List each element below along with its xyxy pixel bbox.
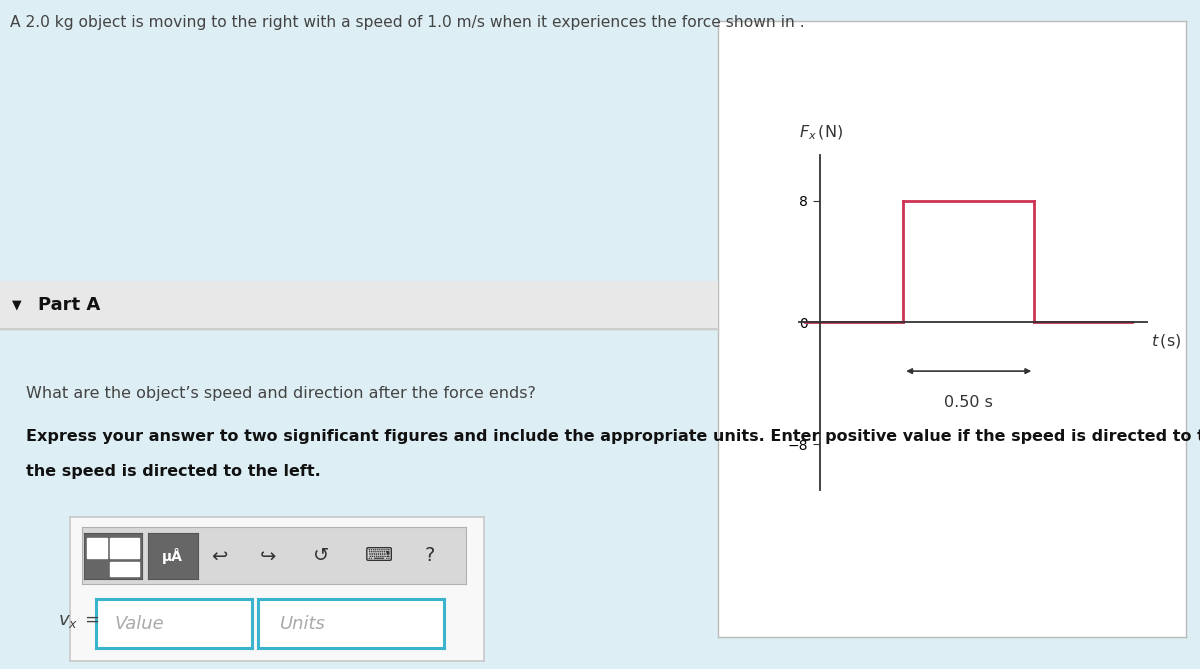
Text: ↺: ↺ — [313, 547, 330, 565]
Text: $v_x\;=$: $v_x\;=$ — [58, 612, 100, 630]
Text: 0.50 s: 0.50 s — [944, 395, 994, 411]
Text: ↪: ↪ — [259, 547, 276, 565]
Text: Express your answer to two significant figures and include the appropriate units: Express your answer to two significant f… — [26, 429, 1200, 444]
Bar — [86, 538, 107, 558]
Text: Value: Value — [115, 615, 164, 632]
Text: What are the object’s speed and direction after the force ends?: What are the object’s speed and directio… — [26, 386, 536, 401]
Text: A 2.0 kg object is moving to the right with a speed of 1.0 m/s when it experienc: A 2.0 kg object is moving to the right w… — [10, 15, 804, 29]
Text: Units: Units — [281, 615, 326, 632]
Text: the speed is directed to the left.: the speed is directed to the left. — [26, 464, 322, 479]
Text: μÅ: μÅ — [162, 548, 184, 564]
Bar — [110, 562, 139, 577]
Text: $F_x\,\mathrm{(N)}$: $F_x\,\mathrm{(N)}$ — [799, 123, 844, 142]
Text: ⌨: ⌨ — [365, 547, 394, 565]
Text: ▼: ▼ — [12, 298, 22, 312]
Text: Part A: Part A — [38, 296, 101, 314]
Text: ?: ? — [425, 547, 434, 565]
Text: $t\,\mathrm{(s)}$: $t\,\mathrm{(s)}$ — [1151, 332, 1181, 350]
Bar — [110, 538, 139, 558]
Text: ↩: ↩ — [211, 547, 228, 565]
